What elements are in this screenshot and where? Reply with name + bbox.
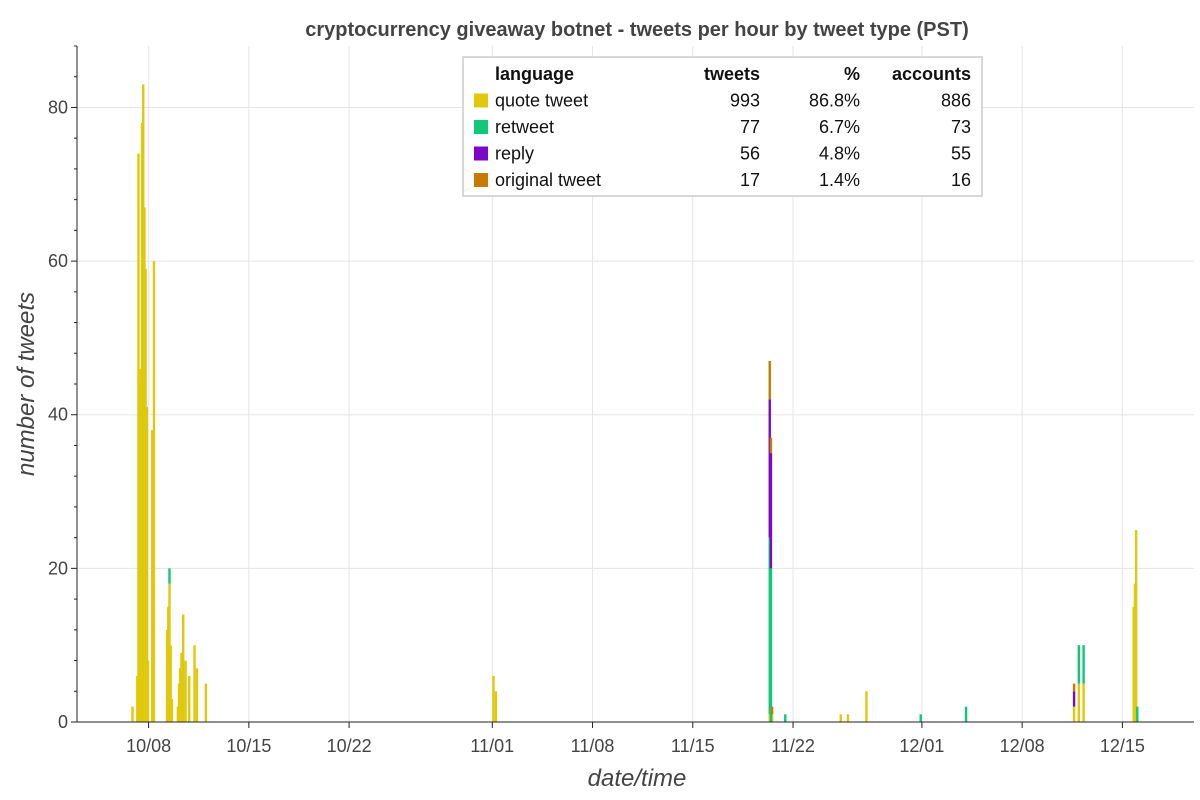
legend-swatch [474,146,488,161]
bar-quote-tweet [170,698,174,722]
bar-quote-tweet [1082,683,1085,722]
bar-quote-tweet [193,645,196,722]
bar-quote-tweet [1072,706,1076,722]
bar-reply [769,453,773,569]
legend-entry-value: 4.8% [819,144,860,164]
chart-title: cryptocurrency giveaway botnet - tweets … [305,19,969,41]
legend-entry-value: 77 [740,117,760,137]
bar-quote-tweet [184,660,187,722]
y-tick-label: 40 [48,405,68,425]
bar-quote-tweet [494,691,498,722]
legend-entry-name: quote tweet [495,91,588,111]
bar-quote-tweet [145,407,149,722]
bar-quote-tweet [195,668,199,722]
legend-entry-value: 6.7% [819,117,860,137]
bar-quote-tweet [187,675,191,722]
legend-entry-name: reply [495,144,534,164]
bars [131,84,1139,723]
legend-entry-value: 56 [740,144,760,164]
bar-retweet [1082,645,1085,684]
x-tick-label: 11/08 [571,736,615,756]
bar-quote-tweet [131,706,134,722]
legend-entry-value: 17 [740,170,760,190]
x-tick-label: 10/15 [226,736,271,756]
y-ticks: 0 20 40 60 80 [48,45,77,732]
bar-original-tweet [769,437,773,454]
bar-quote-tweet [182,614,185,722]
x-tick-label: 11/01 [470,736,514,756]
legend-header: language [495,64,574,84]
legend-entry-name: original tweet [495,170,601,190]
x-axis-label: date/time [588,765,687,792]
legend-box [462,56,983,197]
bar-quote-tweet [146,660,150,722]
x-ticks: 10/08 10/15 10/22 11/01 11/08 11/15 11/22 12/01… [126,722,1145,756]
x-tick-label: 11/15 [671,736,715,756]
bar-quote-tweet [492,675,495,722]
bar-retweet [168,568,171,584]
x-tick-label: 12/08 [1000,736,1045,756]
x-tick-label: 12/01 [899,736,944,756]
legend-entry-value: 55 [951,144,971,164]
legend-entry-value: 886 [941,91,971,111]
bar-quote-tweet [839,714,842,722]
bar-original-tweet [770,706,774,715]
legend-header: tweets [704,64,760,84]
legend-entry-value: 1.4% [819,170,860,190]
legend: language tweets% accounts quote tweet 993 86.… [462,56,983,197]
bar-retweet [784,714,787,722]
bar-retweet [769,568,773,722]
legend-header: % [844,64,860,84]
bar-reply [1072,691,1076,707]
bar-retweet [1136,706,1139,722]
x-tick-label: 11/22 [771,736,815,756]
legend-entry-name: retweet [495,117,554,137]
x-tick-label: 10/22 [327,736,372,756]
bar-retweet [919,714,922,722]
bar-quote-tweet [150,430,154,722]
y-tick-label: 80 [48,97,68,117]
legend-entry-value: 86.8% [809,91,860,111]
y-tick-label: 60 [48,251,68,271]
bar-original-tweet [1072,683,1076,692]
bar-retweet [1077,645,1081,684]
legend-swatch [474,173,488,187]
legend-entry-value: 16 [951,170,971,190]
x-tick-label: 10/08 [126,736,171,756]
legend-swatch [474,93,488,108]
x-tick-label: 12/15 [1100,736,1145,756]
y-tick-label: 20 [48,558,68,578]
bar-quote-tweet [152,261,156,722]
legend-header: accounts [892,64,971,84]
bar-quote-tweet [1134,529,1138,722]
legend-entry-value: 993 [730,91,760,111]
bar-quote-tweet [846,714,850,722]
y-axis-label: number of tweets [13,292,40,476]
bar-quote-tweet [1077,683,1081,722]
bar-retweet [964,706,968,722]
legend-entry-value: 73 [951,117,971,137]
bar-quote-tweet [180,652,183,722]
legend-swatch [474,120,488,134]
y-tick-label: 0 [58,712,68,732]
bar-quote-tweet [865,691,868,722]
bar-original-tweet [768,360,771,400]
bar-quote-tweet [169,645,172,722]
bar-quote-tweet [204,683,208,722]
